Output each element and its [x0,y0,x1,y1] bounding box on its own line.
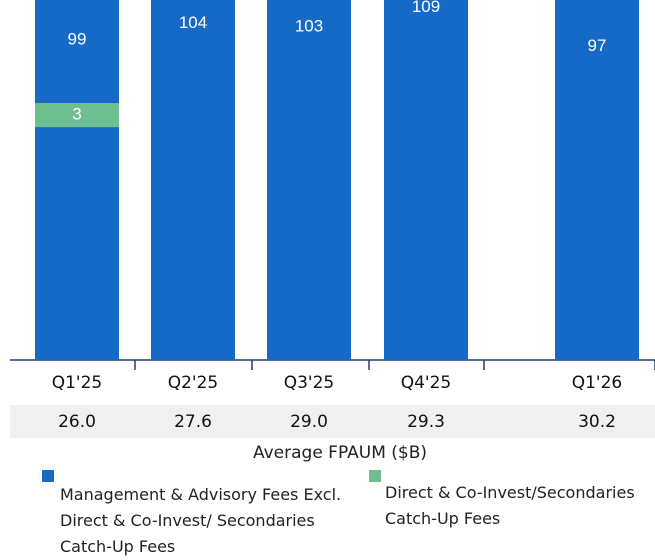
bar [35,0,119,360]
bar [267,0,351,361]
x-tick-label: Q1'25 [52,373,103,393]
bar [555,0,639,360]
data-label: 103 [295,16,323,35]
data-label: 97 [588,36,607,55]
fpaum-value: 29.3 [407,412,445,432]
data-label: 99 [68,29,87,48]
bar [384,0,468,360]
fpaum-band [10,405,655,438]
legend-swatch [369,470,381,482]
x-tick-label: Q1'26 [572,373,623,393]
data-label: 109 [412,0,440,16]
fpaum-label: Average FPAUM ($B) [253,443,427,463]
bar [151,0,235,361]
x-tick-label: Q2'25 [168,373,219,393]
legend-label: Direct & Co-Invest/Secondaries Catch-Up … [385,483,635,528]
fpaum-value: 27.6 [174,412,212,432]
bar [35,102,119,128]
fpaum-value: 29.0 [290,412,328,432]
legend-swatch [42,470,54,482]
chart: Average FPAUM ($B) Q1'25 26.0 99 3 Q2'25 27.6… [10,0,655,463]
x-tick-label: Q3'25 [284,373,335,393]
x-tick-label: Q4'25 [401,373,452,393]
legend-label: Management & Advisory Fees Excl. Direct … [60,485,342,556]
fpaum-value: 30.2 [578,412,616,432]
data-label: 3 [72,105,81,124]
data-label: 104 [179,13,207,32]
fpaum-value: 26.0 [58,412,96,432]
